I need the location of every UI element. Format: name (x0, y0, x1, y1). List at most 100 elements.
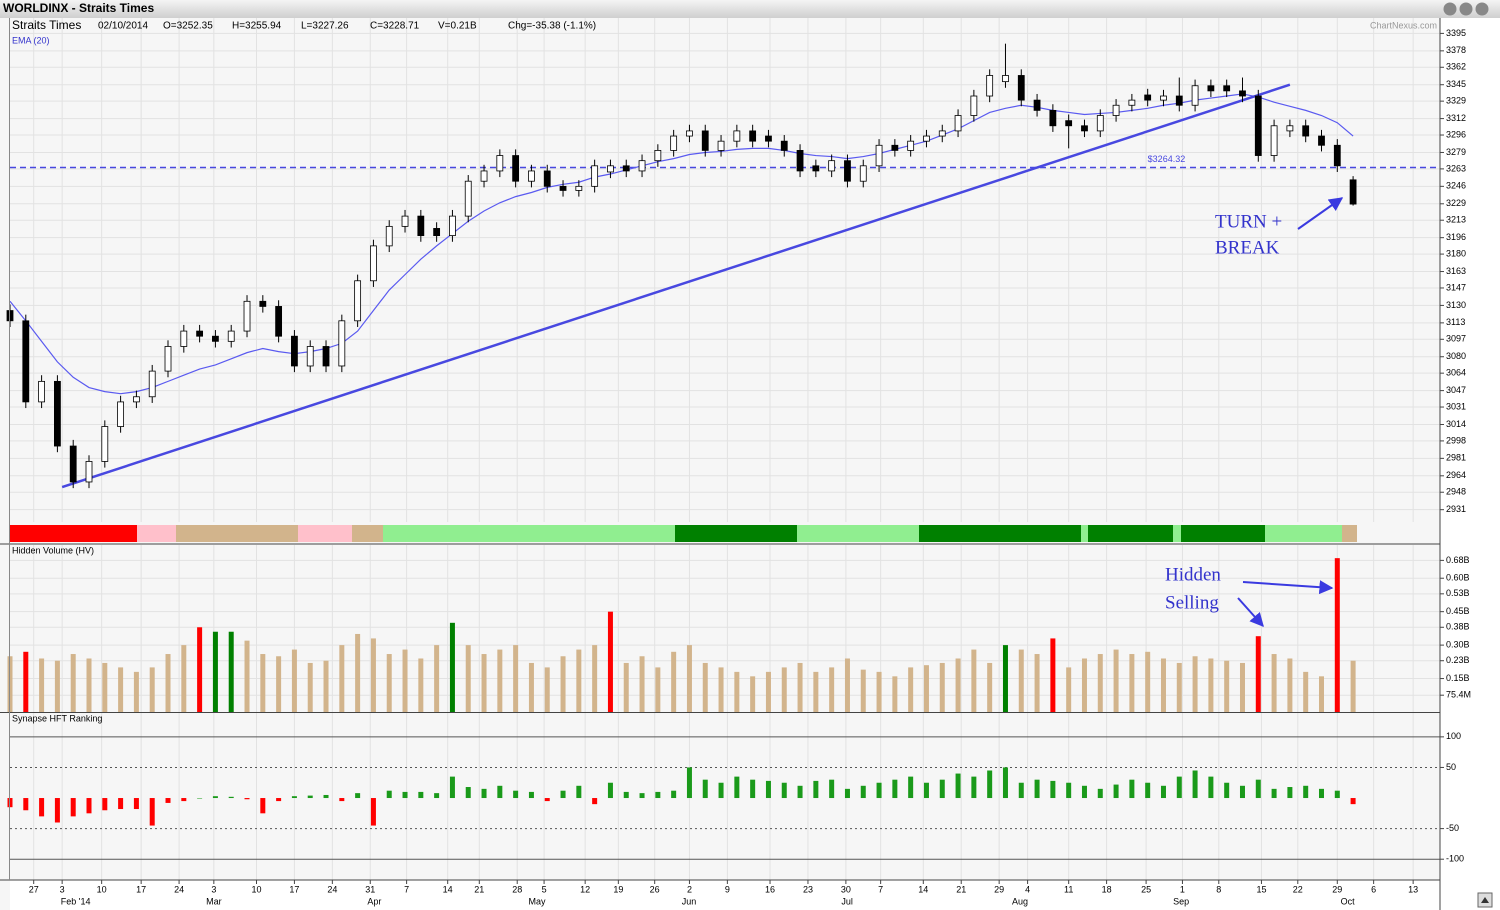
quote-volume: V=0.21B (438, 21, 477, 32)
band-segment (1342, 525, 1357, 542)
bar (955, 658, 961, 712)
bar (1255, 779, 1261, 799)
y-tick-label: 0.68B (1446, 555, 1470, 565)
x-tick-label: 31 (365, 884, 375, 894)
candle-body (401, 215, 409, 227)
candle-body (1096, 115, 1104, 132)
candle-body (638, 160, 646, 172)
x-tick-label: 15 (1256, 884, 1266, 894)
minimize-button[interactable] (1443, 2, 1457, 16)
bar (23, 798, 29, 811)
bar (1192, 770, 1198, 799)
bar (1145, 782, 1151, 799)
month-label: Sep (1173, 896, 1189, 906)
candle-body (243, 300, 251, 332)
bar (276, 798, 282, 802)
candle-body (1349, 179, 1357, 205)
month-label: Apr (367, 896, 381, 906)
bar (1208, 658, 1214, 712)
candle-body (385, 225, 393, 247)
bar (592, 645, 598, 712)
candle-body (212, 335, 219, 342)
bar (639, 656, 645, 712)
x-tick-label: 16 (765, 884, 775, 894)
bar (939, 779, 945, 799)
bar (781, 667, 787, 712)
bar (54, 660, 60, 712)
bar (560, 656, 566, 712)
bar (1334, 558, 1340, 712)
bar (1224, 660, 1230, 712)
bar (1224, 782, 1230, 799)
bar (244, 640, 250, 712)
y-tick-label: -100 (1446, 854, 1464, 864)
bar (876, 782, 882, 799)
bar (544, 798, 550, 802)
bar (813, 671, 819, 712)
bar (923, 782, 929, 799)
y-tick-label: 0.45B (1446, 606, 1470, 616)
bar (118, 798, 124, 810)
bar (165, 798, 171, 803)
bar (860, 785, 866, 799)
bar (260, 654, 266, 712)
x-tick-label: 21 (474, 884, 484, 894)
candle-body (1223, 85, 1231, 92)
candle-body (575, 185, 583, 191)
bar (1113, 784, 1119, 799)
y-tick-label: 3130 (1446, 300, 1466, 310)
title-bar (0, 0, 1500, 18)
bar (844, 788, 850, 799)
bar (655, 791, 661, 799)
maximize-button[interactable] (1459, 2, 1473, 16)
y-tick-label: 2981 (1446, 453, 1466, 463)
bar (560, 790, 566, 799)
bar (181, 798, 187, 802)
bar (544, 667, 550, 712)
y-tick-label: 3296 (1446, 129, 1466, 139)
bar (402, 791, 408, 799)
candle-body (85, 461, 93, 483)
bar (355, 633, 361, 712)
brand: ChartNexus.com (1370, 20, 1437, 30)
bar (813, 780, 819, 799)
bar (70, 798, 76, 817)
band-segment (10, 525, 137, 542)
candle-body (496, 155, 504, 172)
bar (70, 654, 76, 712)
bar (528, 791, 534, 799)
band-segment (797, 525, 919, 542)
bar (1002, 767, 1008, 799)
bar (702, 779, 708, 799)
bar (623, 662, 629, 712)
candle-body (765, 135, 772, 142)
quote-high: H=3255.94 (232, 21, 282, 32)
candle-body (1333, 144, 1341, 167)
bar (402, 649, 408, 712)
candle-body (670, 135, 678, 151)
bar (671, 651, 677, 712)
bar (671, 790, 677, 799)
bar (623, 791, 629, 799)
y-tick-label: 50 (1446, 762, 1456, 772)
candle-body (780, 140, 788, 151)
band-segment (383, 525, 675, 542)
bar (1350, 798, 1356, 805)
chart-layers: 27 3 10 17 24 3 10 17 24 31 7 14 21 28 5 12 19 26 2 9 16 23 30… (6, 18, 1471, 906)
candle-body (275, 306, 283, 337)
bar (1034, 654, 1040, 712)
window-title: WORLDINX - Straits Times (3, 1, 154, 15)
bar (1097, 788, 1103, 799)
candle-body (1175, 95, 1183, 106)
y-tick-label: 3279 (1446, 147, 1466, 157)
bar (434, 645, 440, 712)
bar (765, 671, 771, 712)
bar (607, 782, 613, 799)
y-tick-label: 3180 (1446, 248, 1466, 258)
x-tick-label: 23 (803, 884, 813, 894)
bar (1350, 660, 1356, 712)
bar (829, 779, 835, 799)
month-label: Aug (1012, 896, 1028, 906)
close-button[interactable] (1475, 2, 1489, 16)
quote-close: C=3228.71 (370, 21, 420, 32)
